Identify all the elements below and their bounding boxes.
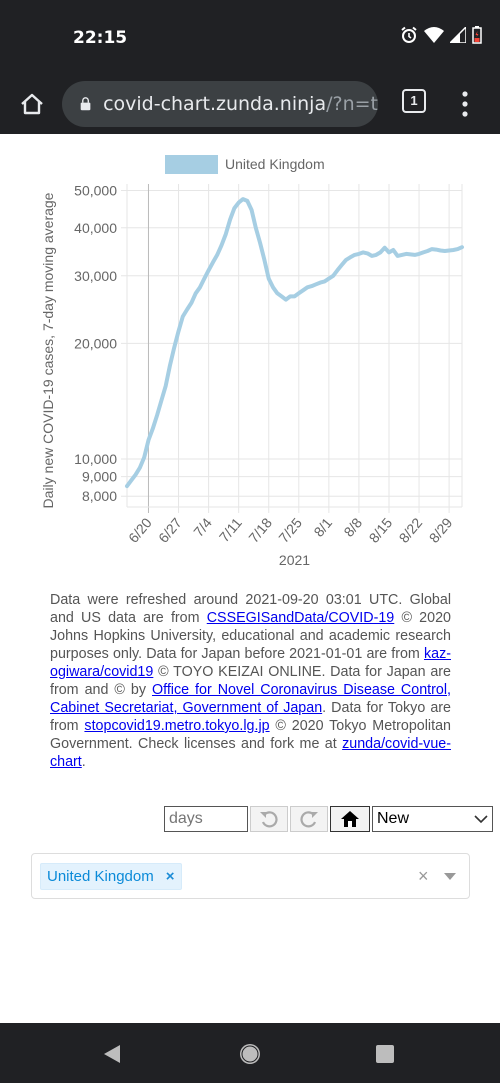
y-tick-label: 20,000: [74, 335, 117, 351]
home-nav-icon[interactable]: [238, 1042, 262, 1066]
days-input[interactable]: [164, 806, 248, 832]
mode-select[interactable]: New: [372, 806, 493, 832]
dropdown-arrow-icon[interactable]: [444, 873, 456, 880]
back-icon[interactable]: [102, 1043, 122, 1065]
remove-tag-icon[interactable]: ×: [165, 868, 175, 885]
legend-label: United Kingdom: [225, 156, 325, 172]
x-tick-label: 7/4: [190, 514, 215, 539]
selected-country-label: United Kingdom: [47, 868, 154, 885]
link-fork-repo[interactable]: zunda/covid-vue-chart: [50, 736, 451, 770]
address-bar[interactable]: covid-chart.zunda.ninja/?n=t: [62, 81, 378, 127]
y-tick-label: 8,000: [82, 488, 117, 504]
chart-container: United Kingdom 50,000 40,000 30,000 20,000 10…: [0, 134, 500, 574]
x-tick-label: 8/1: [310, 514, 335, 539]
notice-text-5: © 2020 Tokyo Metropolitan Government. Ch…: [50, 718, 451, 752]
notice-text-1: Data were refreshed around 2021-09-20 03…: [50, 592, 451, 626]
x-tick-label: 6/20: [125, 514, 155, 545]
redo-button[interactable]: [290, 806, 328, 832]
browser-home-button[interactable]: [14, 86, 50, 122]
x-tick-label: 7/18: [245, 514, 275, 545]
notice-text-2: © 2020 Johns Hopkins University, educati…: [50, 610, 451, 662]
selected-country-tag: United Kingdom ×: [40, 863, 182, 890]
recents-icon[interactable]: [375, 1044, 395, 1064]
notice-text-3: © TOYO KEIZAI ONLINE. Data for Japan are…: [50, 664, 451, 698]
url-text: covid-chart.zunda.ninja/?n=t: [103, 93, 378, 115]
y-tick-label: 30,000: [74, 268, 117, 284]
wifi-icon: [424, 27, 444, 43]
legend-swatch: [165, 155, 218, 174]
clear-selection-icon[interactable]: ×: [418, 866, 429, 886]
x-tick-label: 7/25: [275, 514, 305, 545]
chart-controls: New: [164, 806, 493, 832]
x-tick-label: 8/22: [396, 514, 426, 545]
browser-toolbar: covid-chart.zunda.ninja/?n=t 1: [0, 76, 500, 134]
redo-icon: [300, 811, 318, 828]
link-kaz-ogiwara[interactable]: kaz-ogiwara/covid19: [50, 646, 451, 680]
link-stopcovid19[interactable]: stopcovid19.metro.tokyo.lg.jp: [84, 718, 270, 734]
alarm-icon: [401, 26, 417, 43]
url-path: /?n=t: [326, 93, 378, 115]
more-menu-icon[interactable]: [455, 86, 475, 122]
battery-low-icon: [472, 26, 482, 44]
status-icons: [400, 26, 482, 44]
x-tick-label: 8/8: [340, 514, 365, 539]
signal-icon: [450, 27, 466, 43]
reset-home-button[interactable]: [330, 806, 370, 832]
mode-select-value: New: [377, 810, 410, 827]
undo-button[interactable]: [250, 806, 288, 832]
notice-text-6: .: [81, 754, 86, 770]
lock-icon: [80, 97, 91, 111]
system-nav-bar: [0, 1023, 500, 1083]
home-icon: [21, 93, 43, 115]
link-jhu-data[interactable]: CSSEGISandData/COVID-19: [206, 610, 395, 626]
tab-switcher-button[interactable]: 1: [402, 89, 426, 113]
x-axis-label: 2021: [279, 552, 310, 568]
y-tick-label: 9,000: [82, 469, 117, 485]
x-tick-label: 7/11: [216, 514, 245, 545]
x-tick-label: 6/27: [155, 514, 185, 545]
status-bar: 22:15: [0, 0, 500, 76]
cases-chart: United Kingdom 50,000 40,000 30,000 20,000 10…: [40, 155, 464, 568]
y-tick-label: 50,000: [74, 183, 117, 199]
country-selector[interactable]: United Kingdom × ×: [31, 853, 470, 899]
data-source-notice: Data were refreshed around 2021-09-20 03…: [50, 591, 451, 771]
x-tick-label: 8/29: [426, 514, 456, 545]
chevron-down-icon: [474, 815, 488, 824]
x-tick-label: 8/15: [366, 514, 396, 545]
clock: 22:15: [73, 28, 128, 48]
undo-icon: [260, 811, 278, 828]
notice-text-4: . Data for Tokyo are from: [50, 700, 451, 734]
link-japan-office[interactable]: Office for Novel Coronavirus Disease Con…: [50, 682, 451, 716]
y-axis-label: Daily new COVID-19 cases, 7-day moving a…: [40, 192, 56, 508]
url-host: covid-chart.zunda.ninja: [103, 93, 327, 115]
y-tick-label: 10,000: [74, 451, 117, 467]
y-tick-label: 40,000: [74, 220, 117, 236]
home-icon: [341, 811, 359, 827]
series-line-united-kingdom: [125, 197, 464, 489]
